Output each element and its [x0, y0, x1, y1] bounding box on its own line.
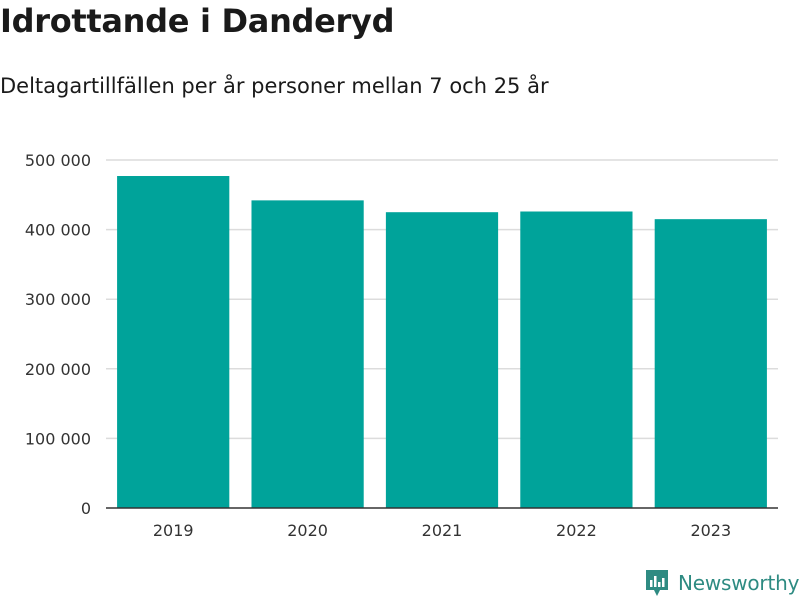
x-tick-label: 2019	[153, 521, 194, 540]
newsworthy-logo: Newsworthy	[644, 568, 799, 598]
chart-subtitle: Deltagartillfällen per år personer mella…	[0, 74, 549, 98]
x-tick-label: 2023	[690, 521, 731, 540]
y-tick-label: 0	[81, 499, 91, 518]
chart-title: Idrottande i Danderyd	[0, 2, 395, 40]
bar-2022	[520, 211, 633, 508]
bars	[117, 176, 767, 509]
x-axis-ticks: 2019 2020 2021 2022 2023	[153, 521, 731, 540]
y-tick-label: 400 000	[25, 221, 91, 240]
y-tick-label: 500 000	[25, 151, 91, 170]
bar-2023	[654, 219, 767, 508]
y-tick-label: 200 000	[25, 360, 91, 379]
bar-2019	[117, 176, 230, 508]
newsworthy-logo-icon	[646, 570, 668, 596]
y-tick-label: 300 000	[25, 290, 91, 309]
x-tick-label: 2021	[422, 521, 463, 540]
x-tick-label: 2020	[287, 521, 328, 540]
y-axis-ticks: 0 100 000 200 000 300 000 400 000 500 000	[25, 151, 91, 518]
x-tick-label: 2022	[556, 521, 597, 540]
y-tick-label: 100 000	[25, 429, 91, 448]
bar-2021	[385, 212, 499, 508]
brand-name: Newsworthy	[678, 571, 800, 595]
bar-2020	[251, 200, 364, 509]
